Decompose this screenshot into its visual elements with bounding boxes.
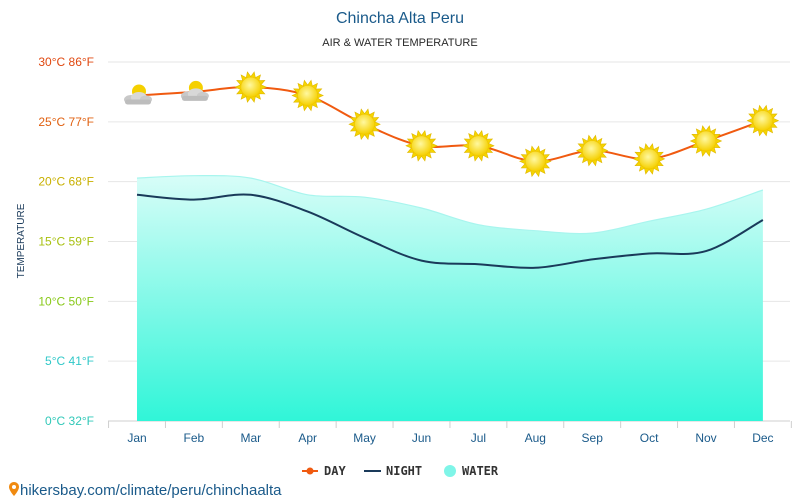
legend-day-dot [306,467,314,475]
y-tick-label: 20°C 68°F [38,175,94,189]
sun-icon [462,129,495,162]
x-tick-label: Mar [240,431,261,445]
x-tick-label: Jan [127,431,146,445]
water-area [137,175,763,421]
footer-link[interactable]: hikersbay.com/climate/peru/chinchaalta [9,482,282,499]
sun-icon [234,71,268,103]
x-tick-label: Feb [184,431,205,445]
x-tick-label: Aug [525,431,546,445]
y-tick-labels: 0°C 32°F 5°C 41°F 10°C 50°F 15°C 59°F 20°C 6… [38,55,94,428]
x-tick-label: May [353,431,376,445]
y-tick-label: 0°C 32°F [45,414,94,428]
sun-icon [689,125,723,157]
y-axis-label: TEMPERATURE [16,203,27,278]
partly-cloudy-icon [180,80,209,101]
night-line [136,193,764,269]
chart-subtitle: AIR & WATER TEMPERATURE [322,37,477,49]
y-tick-label: 15°C 59°F [38,235,94,249]
legend-item-day[interactable]: DAY [302,464,346,478]
sun-icon [348,108,381,141]
legend-water-label: WATER [462,464,499,478]
legend-day-label: DAY [324,464,346,478]
x-tick-label: Jun [412,431,431,445]
x-tick-label: Jul [471,431,486,445]
x-tick-label: Oct [640,431,659,445]
x-tick-labels: Jan Feb Mar Apr May Jun Jul Aug Sep Oct Nov Dec [127,431,773,445]
water-line [136,175,764,235]
day-line [136,86,764,163]
legend-item-night[interactable]: NIGHT [364,464,422,478]
x-tick-label: Apr [298,431,317,445]
y-tick-label: 30°C 86°F [38,55,94,69]
legend-water-dot [444,465,456,477]
location-pin-icon [9,482,19,496]
sun-icon [575,134,609,167]
water-series [136,175,764,421]
legend-night-label: NIGHT [386,464,422,478]
legend: DAY NIGHT WATER [302,464,499,478]
x-tick-label: Dec [752,431,773,445]
day-series [136,86,764,163]
footer-link-text: hikersbay.com/climate/peru/chinchaalta [20,482,282,499]
x-tick-label: Sep [582,431,604,445]
x-tick-label: Nov [695,431,716,445]
sun-icon [405,129,438,162]
sun-icon [746,104,780,137]
sun-icon [632,143,666,175]
day-weather-icons [124,71,780,178]
chart-title: Chincha Alta Peru [336,10,464,27]
y-tick-label: 25°C 77°F [38,115,94,129]
y-tick-label: 10°C 50°F [38,294,94,308]
partly-cloudy-icon [124,84,152,105]
y-tick-label: 5°C 41°F [45,354,94,368]
sun-icon [291,79,324,112]
night-series [136,193,764,269]
legend-item-water[interactable]: WATER [444,464,499,478]
sun-icon [519,145,552,178]
